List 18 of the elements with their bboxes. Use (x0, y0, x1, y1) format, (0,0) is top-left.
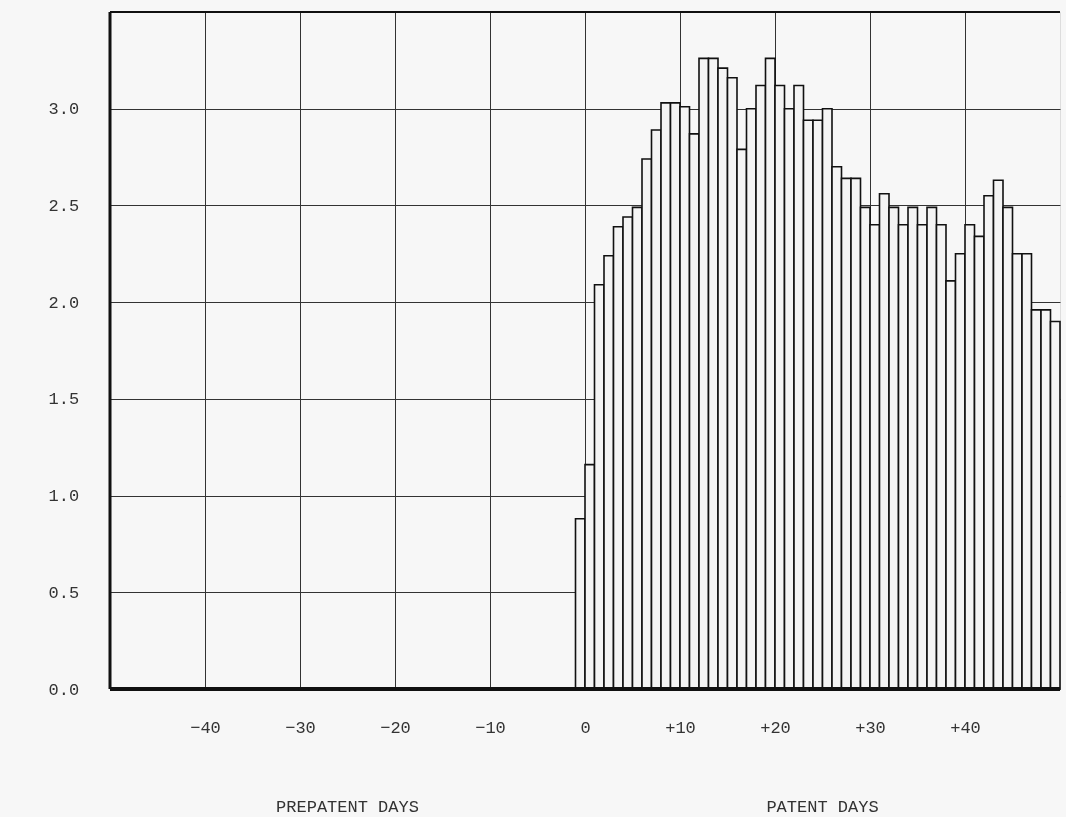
x-tick-label: +40 (950, 718, 981, 738)
y-tick-label: 1.5 (48, 390, 80, 410)
x-tick-label: 0 (580, 718, 591, 738)
y-tick-label: 2.5 (48, 196, 80, 216)
x-tick-label: +10 (665, 718, 696, 738)
y-tick-label: 2.0 (48, 293, 80, 313)
text: PREPATENT DAYS (276, 798, 419, 817)
y-tick-label: 0.0 (48, 680, 80, 700)
text: PATENT DAYS (766, 798, 879, 817)
y-tick-label: 1.0 (48, 487, 80, 507)
y-tick-label: 0.5 (48, 583, 80, 603)
x-tick-label: −20 (380, 718, 411, 738)
x-tick-label: +20 (760, 718, 791, 738)
x-tick-label: −10 (475, 718, 506, 738)
x-tick-label: −40 (190, 718, 221, 738)
x-tick-label: −30 (285, 718, 316, 738)
y-tick-label: 3.0 (48, 100, 80, 120)
x-tick-label: +30 (855, 718, 886, 738)
